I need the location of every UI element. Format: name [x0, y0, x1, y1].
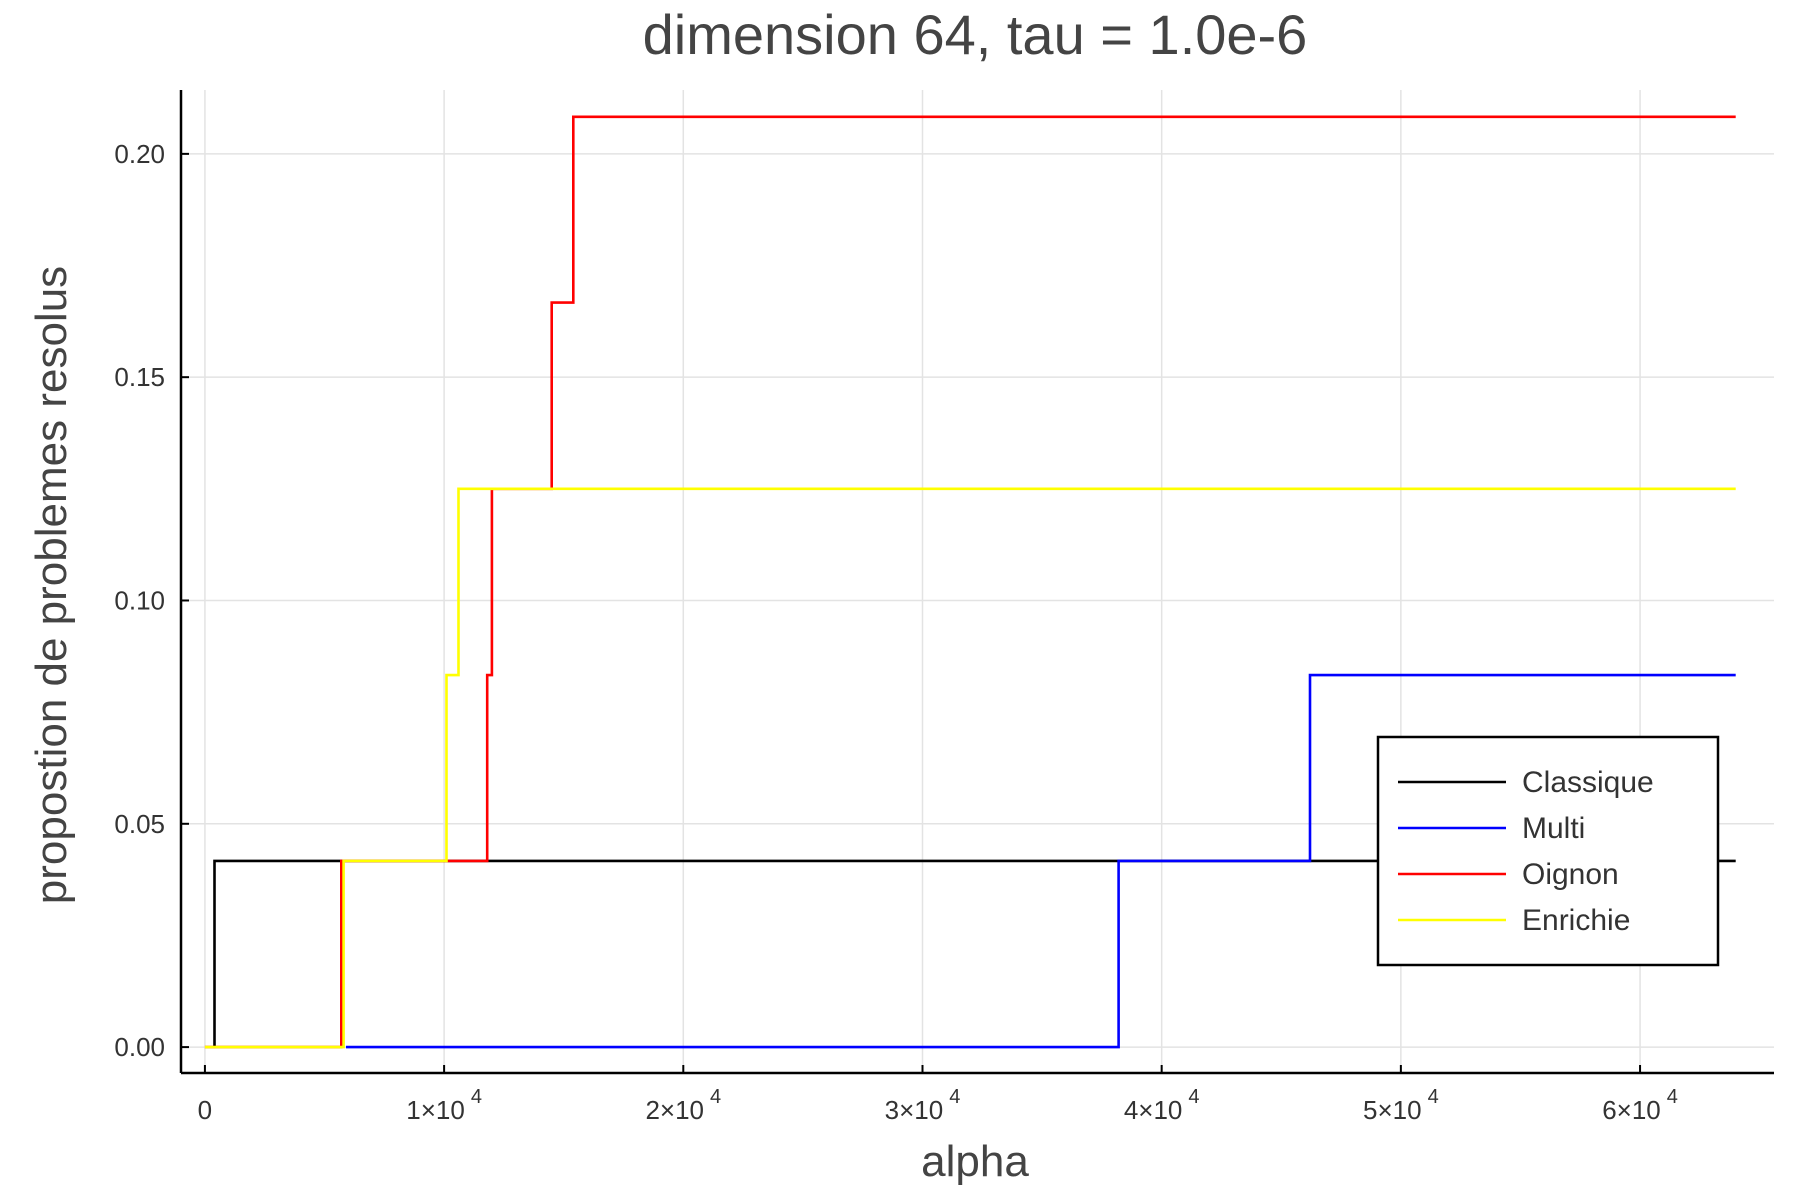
- legend-item-oignon: Oignon: [1398, 858, 1619, 891]
- x-tick-label: 6×10 4: [1602, 1086, 1678, 1125]
- series-line-enrichie: [204, 487, 1736, 1049]
- x-tick-label: 3×10 4: [885, 1086, 961, 1125]
- x-tick-label-exponent: 4: [1667, 1086, 1678, 1108]
- x-tick-label-base: 4×10: [1124, 1095, 1183, 1125]
- x-tick-label-base: 6×10: [1602, 1095, 1661, 1125]
- x-tick-label: 2×10 4: [645, 1086, 721, 1125]
- legend-item-multi: Multi: [1398, 812, 1585, 845]
- x-tick-label-exponent: 4: [949, 1086, 960, 1108]
- y-tick-label: 0.10: [114, 585, 165, 615]
- x-tick-label-base: 2×10: [645, 1095, 704, 1125]
- x-axis-title: alpha: [921, 1137, 1029, 1186]
- y-tick-label: 0.15: [114, 362, 165, 392]
- axes: [179, 90, 1774, 1075]
- y-tick-label: 0.00: [114, 1032, 165, 1062]
- series-lines: [204, 115, 1736, 1049]
- legend-box: [1376, 735, 1720, 967]
- legend-item-enrichie: Enrichie: [1398, 904, 1630, 937]
- x-tick-label: 5×10 4: [1363, 1086, 1439, 1125]
- legend-label: Oignon: [1522, 858, 1619, 891]
- legend-item-classique: Classique: [1398, 766, 1654, 799]
- x-tick-label: 4×10 4: [1124, 1086, 1200, 1125]
- x-tick-label-base: 3×10: [885, 1095, 944, 1125]
- x-tick-label: 1×10 4: [406, 1086, 482, 1125]
- x-tick-label: 0: [198, 1095, 212, 1125]
- series-line-oignon: [204, 115, 1736, 1049]
- legend: Classique Multi Oignon Enrichie: [1376, 735, 1720, 967]
- y-tick-label: 0.20: [114, 139, 165, 169]
- y-axis-title: propostion de problemes resolus: [27, 266, 76, 904]
- legend-label: Enrichie: [1522, 904, 1630, 937]
- series-line-multi: [346, 673, 1736, 1049]
- chart-title: dimension 64, tau = 1.0e-6: [643, 3, 1308, 66]
- x-tick-label-exponent: 4: [471, 1086, 482, 1108]
- x-tick-label-base: 0: [198, 1095, 212, 1125]
- x-tick-label-base: 1×10: [406, 1095, 465, 1125]
- y-tick-label: 0.05: [114, 809, 165, 839]
- legend-label: Classique: [1522, 766, 1654, 799]
- x-tick-label-base: 5×10: [1363, 1095, 1422, 1125]
- legend-label: Multi: [1522, 812, 1585, 845]
- x-tick-label-exponent: 4: [710, 1086, 721, 1108]
- x-tick-label-exponent: 4: [1428, 1086, 1439, 1108]
- tick-labels: 0 1×10 4 2×10 4 3×10 4 4×10 4 5×10 4 6×10 40.000.050…: [114, 139, 1678, 1125]
- x-tick-label-exponent: 4: [1188, 1086, 1199, 1108]
